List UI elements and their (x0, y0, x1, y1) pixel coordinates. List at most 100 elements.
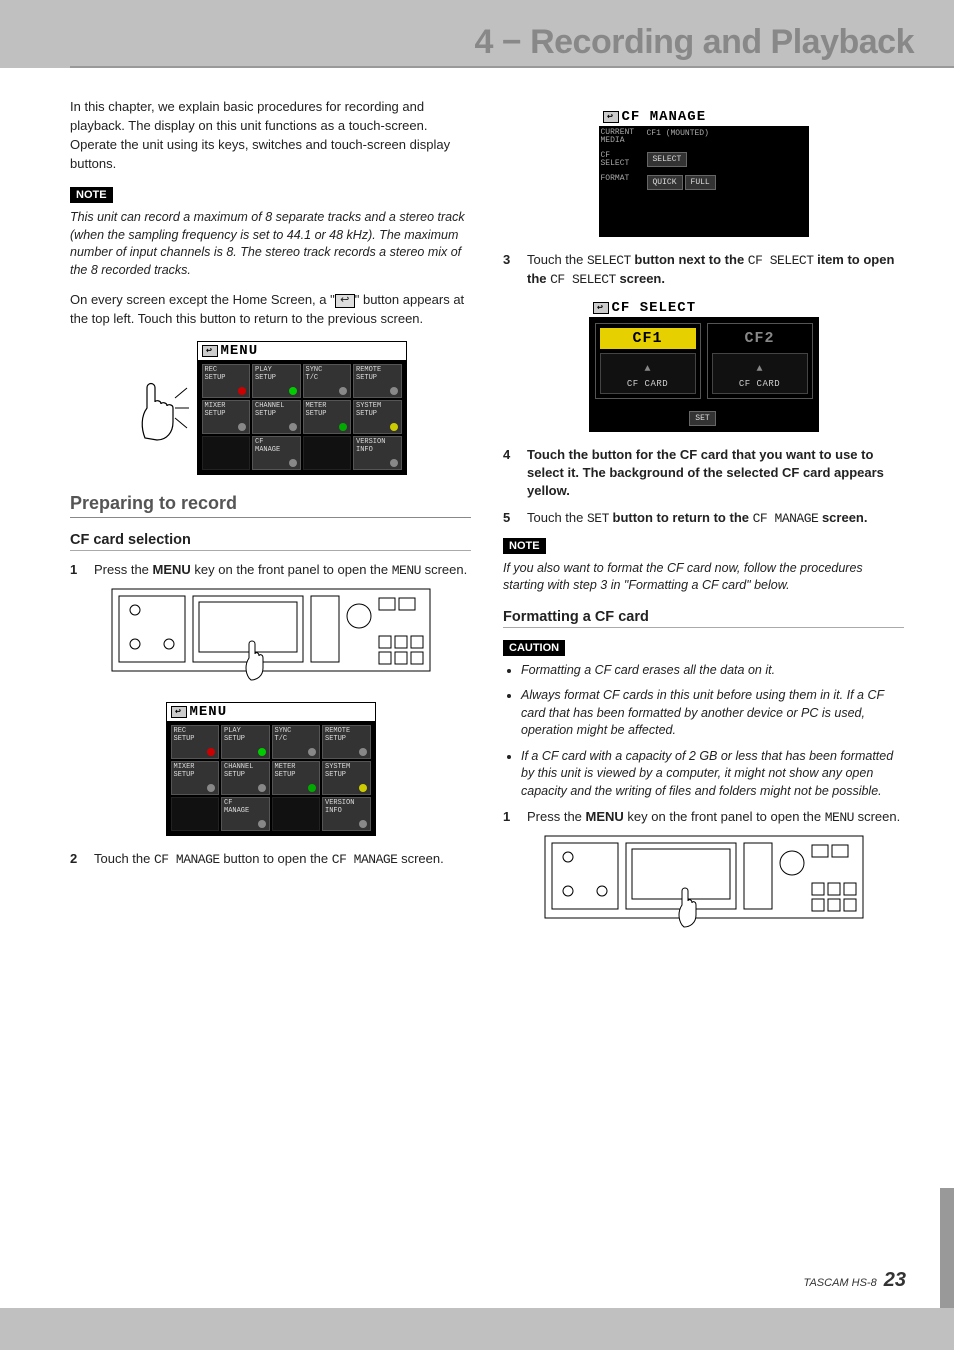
status-dot-icon (258, 748, 266, 756)
cf-card[interactable]: CF2▲CF CARD (707, 323, 813, 399)
cf-row-label: CURRENTMEDIA (599, 126, 645, 149)
status-dot-icon (238, 423, 246, 431)
status-dot-icon (359, 784, 367, 792)
menu-grid: RECSETUPPLAYSETUPSYNCT/CREMOTESETUP MIXER… (198, 360, 406, 474)
t: CF MANAGE (753, 511, 819, 526)
t: screen. (616, 271, 665, 286)
cf-select-body: CF1▲CF CARDCF2▲CF CARD (589, 317, 819, 405)
menu-button[interactable]: SYNCT/C (272, 725, 321, 759)
t: MENU (586, 809, 624, 824)
t: Touch the (527, 252, 587, 267)
status-dot-icon (390, 423, 398, 431)
menu-button[interactable]: CHANNELSETUP (252, 400, 301, 434)
step-body: Touch the SELECT button next to the CF S… (527, 251, 904, 289)
step-number: 1 (503, 808, 517, 827)
subsection-cf-selection: CF card selection (70, 532, 471, 551)
page: 4 − Recording and Playback In this chapt… (0, 0, 954, 1350)
menu-button[interactable]: MIXERSETUP (202, 400, 251, 434)
step-1-format: 1 Press the MENU key on the front panel … (503, 808, 904, 827)
t: Press the (94, 562, 153, 577)
step-body: Touch the CF MANAGE button to open the C… (94, 850, 471, 869)
cf-chip-button[interactable]: FULL (685, 175, 716, 190)
note-label: NOTE (503, 538, 546, 554)
cf-select-screen: ↩CF SELECT CF1▲CF CARDCF2▲CF CARD SET (589, 299, 819, 432)
status-dot-icon (289, 423, 297, 431)
cf-card[interactable]: CF1▲CF CARD (595, 323, 701, 399)
content-area: In this chapter, we explain basic proced… (0, 68, 954, 1308)
menu-button[interactable]: CFMANAGE (252, 436, 301, 470)
footer-model: TASCAM HS-8 (804, 1277, 877, 1289)
menu-button (303, 436, 352, 470)
menu-button[interactable]: VERSIONINFO (322, 797, 371, 831)
menu-button (202, 436, 251, 470)
t: CF MANAGE (332, 852, 398, 867)
menu-button[interactable]: MIXERSETUP (171, 761, 220, 795)
step-number: 3 (503, 251, 517, 289)
menu-button[interactable]: CHANNELSETUP (221, 761, 270, 795)
cf-row-label: FORMAT (599, 172, 645, 193)
back-icon: ↩ (202, 345, 218, 357)
cf-manage-screen: ↩CF MANAGE CURRENTMEDIACF1 (MOUNTED)CFSE… (599, 108, 809, 237)
subsection-formatting: Formatting a CF card (503, 609, 904, 628)
cf-manage-title: ↩CF MANAGE (599, 108, 809, 126)
t: screen. (818, 510, 867, 525)
menu-button[interactable]: VERSIONINFO (353, 436, 402, 470)
menu-button[interactable]: SYSTEMSETUP (353, 400, 402, 434)
step-2: 2 Touch the CF MANAGE button to open the… (70, 850, 471, 869)
step-body: Press the MENU key on the front panel to… (94, 561, 471, 580)
menu-screen-title: ↩MENU (198, 342, 406, 360)
menu-button[interactable]: SYSTEMSETUP (322, 761, 371, 795)
menu-button[interactable]: CFMANAGE (221, 797, 270, 831)
status-dot-icon (207, 784, 215, 792)
t: SET (587, 511, 609, 526)
cf-chip-button[interactable]: QUICK (647, 175, 683, 190)
cf-card-slot: ▲CF CARD (712, 353, 808, 394)
menu-button[interactable]: REMOTESETUP (353, 364, 402, 398)
step-3: 3 Touch the SELECT button next to the CF… (503, 251, 904, 289)
menu-grid: RECSETUPPLAYSETUPSYNCT/CREMOTESETUP MIXER… (167, 721, 375, 835)
menu-button[interactable]: SYNCT/C (303, 364, 352, 398)
cf-row-value: CF1 (MOUNTED) (645, 126, 809, 149)
step-number: 5 (503, 509, 517, 528)
t: CF MANAGE (622, 109, 707, 125)
status-dot-icon (258, 820, 266, 828)
menu-button[interactable]: PLAYSETUP (252, 364, 301, 398)
page-number: 23 (884, 1269, 906, 1291)
cf-manage-row: FORMATQUICKFULL (599, 172, 809, 193)
menu-button[interactable]: REMOTESETUP (322, 725, 371, 759)
status-dot-icon (289, 387, 297, 395)
menu-button (171, 797, 220, 831)
caution-item: Always format CF cards in this unit befo… (521, 687, 904, 740)
t: button next to the (631, 252, 748, 267)
step-number: 1 (70, 561, 84, 580)
back-button-paragraph: On every screen except the Home Screen, … (70, 291, 471, 329)
menu-screen-title: ↩MENU (167, 703, 375, 721)
cf-select-figure: ↩CF SELECT CF1▲CF CARDCF2▲CF CARD SET (503, 299, 904, 432)
status-dot-icon (207, 748, 215, 756)
chapter-title: 4 − Recording and Playback (474, 23, 914, 62)
caution-item: Formatting a CF card erases all the data… (521, 662, 904, 680)
status-dot-icon (308, 784, 316, 792)
page-footer: TASCAM HS-8 23 (804, 1269, 906, 1292)
menu-button[interactable]: PLAYSETUP (221, 725, 270, 759)
device-front-panel-icon (111, 588, 431, 688)
menu-figure-with-hand: ↩MENU RECSETUPPLAYSETUPSYNCT/CREMOTESETU… (70, 341, 471, 475)
step-body: Press the MENU key on the front panel to… (527, 808, 904, 827)
menu-button[interactable]: METERSETUP (303, 400, 352, 434)
menu-button[interactable]: METERSETUP (272, 761, 321, 795)
step-number: 2 (70, 850, 84, 869)
cf-card-slot: ▲CF CARD (600, 353, 696, 394)
back-para-a: On every screen except the Home Screen, … (70, 292, 335, 307)
set-button[interactable]: SET (689, 411, 715, 426)
t: screen. (854, 809, 900, 824)
caution-label: CAUTION (503, 640, 565, 656)
intro-paragraph: In this chapter, we explain basic proced… (70, 98, 471, 173)
menu-button[interactable]: RECSETUP (202, 364, 251, 398)
menu-button[interactable]: RECSETUP (171, 725, 220, 759)
status-dot-icon (308, 748, 316, 756)
cf-chip-button[interactable]: SELECT (647, 152, 688, 167)
side-tab (940, 1188, 954, 1308)
cf-slot-label: CF CARD (601, 379, 695, 389)
step-4: 4 Touch the button for the CF card that … (503, 446, 904, 501)
back-icon: ↩ (335, 294, 355, 308)
